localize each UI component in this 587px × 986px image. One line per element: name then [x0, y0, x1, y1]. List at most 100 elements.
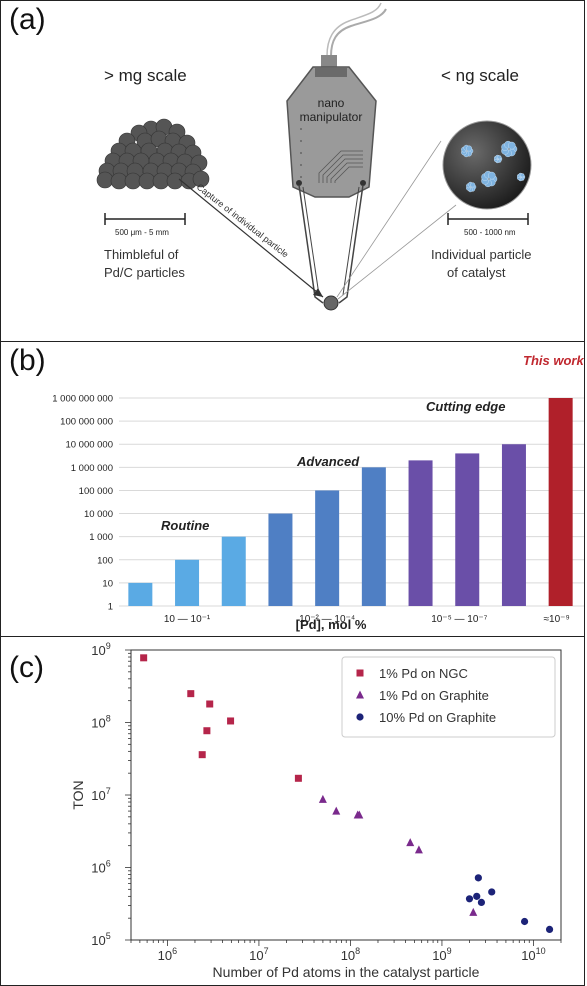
data-point [318, 794, 327, 803]
pile-particle [110, 172, 128, 190]
legend-marker [356, 713, 364, 721]
bar [315, 490, 340, 606]
pd-cluster [494, 154, 503, 164]
y-tick-label: 10 000 000 [65, 440, 113, 451]
nano-manipulator: nano manipulator [286, 66, 377, 198]
y-tick-label: 1 [108, 602, 113, 613]
data-point [473, 892, 481, 900]
data-point [203, 727, 211, 735]
right-scale-label: 500 - 1000 nm [464, 228, 516, 237]
tag-this-work: This work [523, 353, 584, 368]
schematic: > mg scale < ng scale 500 μm - 5 mm Thim… [96, 2, 532, 311]
panel-a: (a) > mg scale < ng scale 500 μm - 5 mm … [0, 0, 585, 342]
data-point [294, 774, 302, 782]
x-tick-label: 107 [249, 946, 268, 963]
y-tick-label: 105 [91, 931, 110, 948]
ton-bar-chart: 1 10 100 1 000 10 000 100 000 1 000 000 10 000 … [52, 353, 584, 632]
pile-particle [124, 172, 142, 190]
group-label: 10 — 10⁻¹ [164, 614, 211, 625]
bar [221, 536, 246, 606]
y-tick-label: 1 000 000 [71, 463, 113, 474]
pd-cluster [461, 144, 474, 158]
group-label: 10⁻⁵ — 10⁻⁷ [431, 614, 488, 625]
right-scale-bar: 500 - 1000 nm [447, 213, 529, 237]
bar [175, 559, 200, 606]
group-label: 10⁻² — 10⁻⁴ [299, 614, 355, 625]
capture-arrow-label: Capture of individual particle [195, 182, 291, 260]
pile-particle [152, 172, 170, 190]
left-scale-bar: 500 μm - 5 mm [104, 213, 186, 237]
data-point [520, 917, 529, 926]
group-label: ≈10⁻⁹ [544, 614, 570, 625]
data-point [545, 925, 554, 934]
pile-particle [96, 171, 114, 189]
data-point [465, 895, 474, 903]
manipulator-label-line2: manipulator [300, 110, 363, 124]
legend-marker [356, 690, 364, 699]
bar [268, 513, 293, 606]
panel-c: (c) 106 107 108 109 1010 105 106 107 108 109 Numb… [0, 636, 585, 986]
pile-particle [192, 170, 210, 188]
data-point [355, 810, 364, 819]
y-axis-label: TON [70, 780, 86, 809]
y-tick-label: 106 [91, 859, 110, 876]
legend-marker [356, 669, 364, 677]
data-point [414, 845, 423, 854]
bar [128, 582, 153, 606]
data-point [332, 806, 341, 815]
legend-label: 1% Pd on Graphite [379, 688, 489, 703]
bar [455, 453, 480, 606]
catalyst-particle [442, 120, 532, 210]
connector [321, 55, 337, 67]
tag-cutting-edge: Cutting edge [426, 399, 505, 414]
data-point [477, 898, 486, 907]
right-heading: < ng scale [441, 66, 519, 85]
bar [501, 444, 526, 606]
right-caption-line2: of catalyst [447, 265, 506, 280]
bar [408, 460, 433, 606]
left-heading: > mg scale [104, 66, 187, 85]
pile-particle [138, 172, 156, 190]
manipulator-label-line1: nano [318, 96, 345, 110]
left-scale-label: 500 μm - 5 mm [115, 228, 169, 237]
data-point [187, 690, 195, 698]
panel-label-a: (a) [9, 3, 46, 36]
data-point [198, 751, 206, 759]
x-tick-label: 109 [432, 946, 451, 963]
y-tick-label: 108 [91, 714, 110, 731]
cable [330, 8, 387, 57]
y-tick-label: 100 000 000 [60, 417, 113, 428]
data-point [406, 838, 415, 847]
tag-routine: Routine [161, 518, 209, 533]
y-tick-label: 109 [91, 641, 110, 658]
captured-particle [323, 295, 339, 311]
right-caption-line1: Individual particle [431, 247, 531, 262]
panel-label-c: (c) [9, 651, 44, 684]
pd-cluster [481, 170, 498, 188]
x-tick-label: 1010 [521, 946, 545, 963]
data-point [469, 907, 478, 916]
pd-cluster [517, 172, 526, 182]
left-caption-line1: Thimbleful of [104, 247, 179, 262]
y-tick-label: 1 000 000 000 [52, 394, 113, 405]
y-tick-label: 10 [102, 578, 113, 589]
pd-cluster [501, 140, 518, 158]
left-caption-line2: Pd/C particles [104, 265, 185, 280]
x-tick-label: 106 [158, 946, 177, 963]
capture-arrow [178, 178, 324, 298]
legend-label: 10% Pd on Graphite [379, 710, 496, 725]
legend: 1% Pd on NGC 1% Pd on Graphite 10% Pd on G… [341, 656, 556, 738]
data-point [206, 700, 214, 708]
x-axis-label: Number of Pd atoms in the catalyst parti… [213, 964, 480, 980]
panel-label-b: (b) [9, 344, 46, 377]
y-tick-label: 100 000 [79, 486, 113, 497]
legend-label: 1% Pd on NGC [379, 666, 468, 681]
x-tick-label: 108 [341, 946, 360, 963]
left-arm [298, 184, 324, 304]
bar [548, 398, 573, 606]
y-tick-label: 100 [97, 555, 113, 566]
data-point [474, 874, 482, 882]
data-point [488, 888, 496, 896]
panel-b: (b) 1 10 100 1 000 10 000 100 000 1 000 000 10 … [0, 341, 585, 637]
y-tick-label: 107 [91, 786, 110, 803]
